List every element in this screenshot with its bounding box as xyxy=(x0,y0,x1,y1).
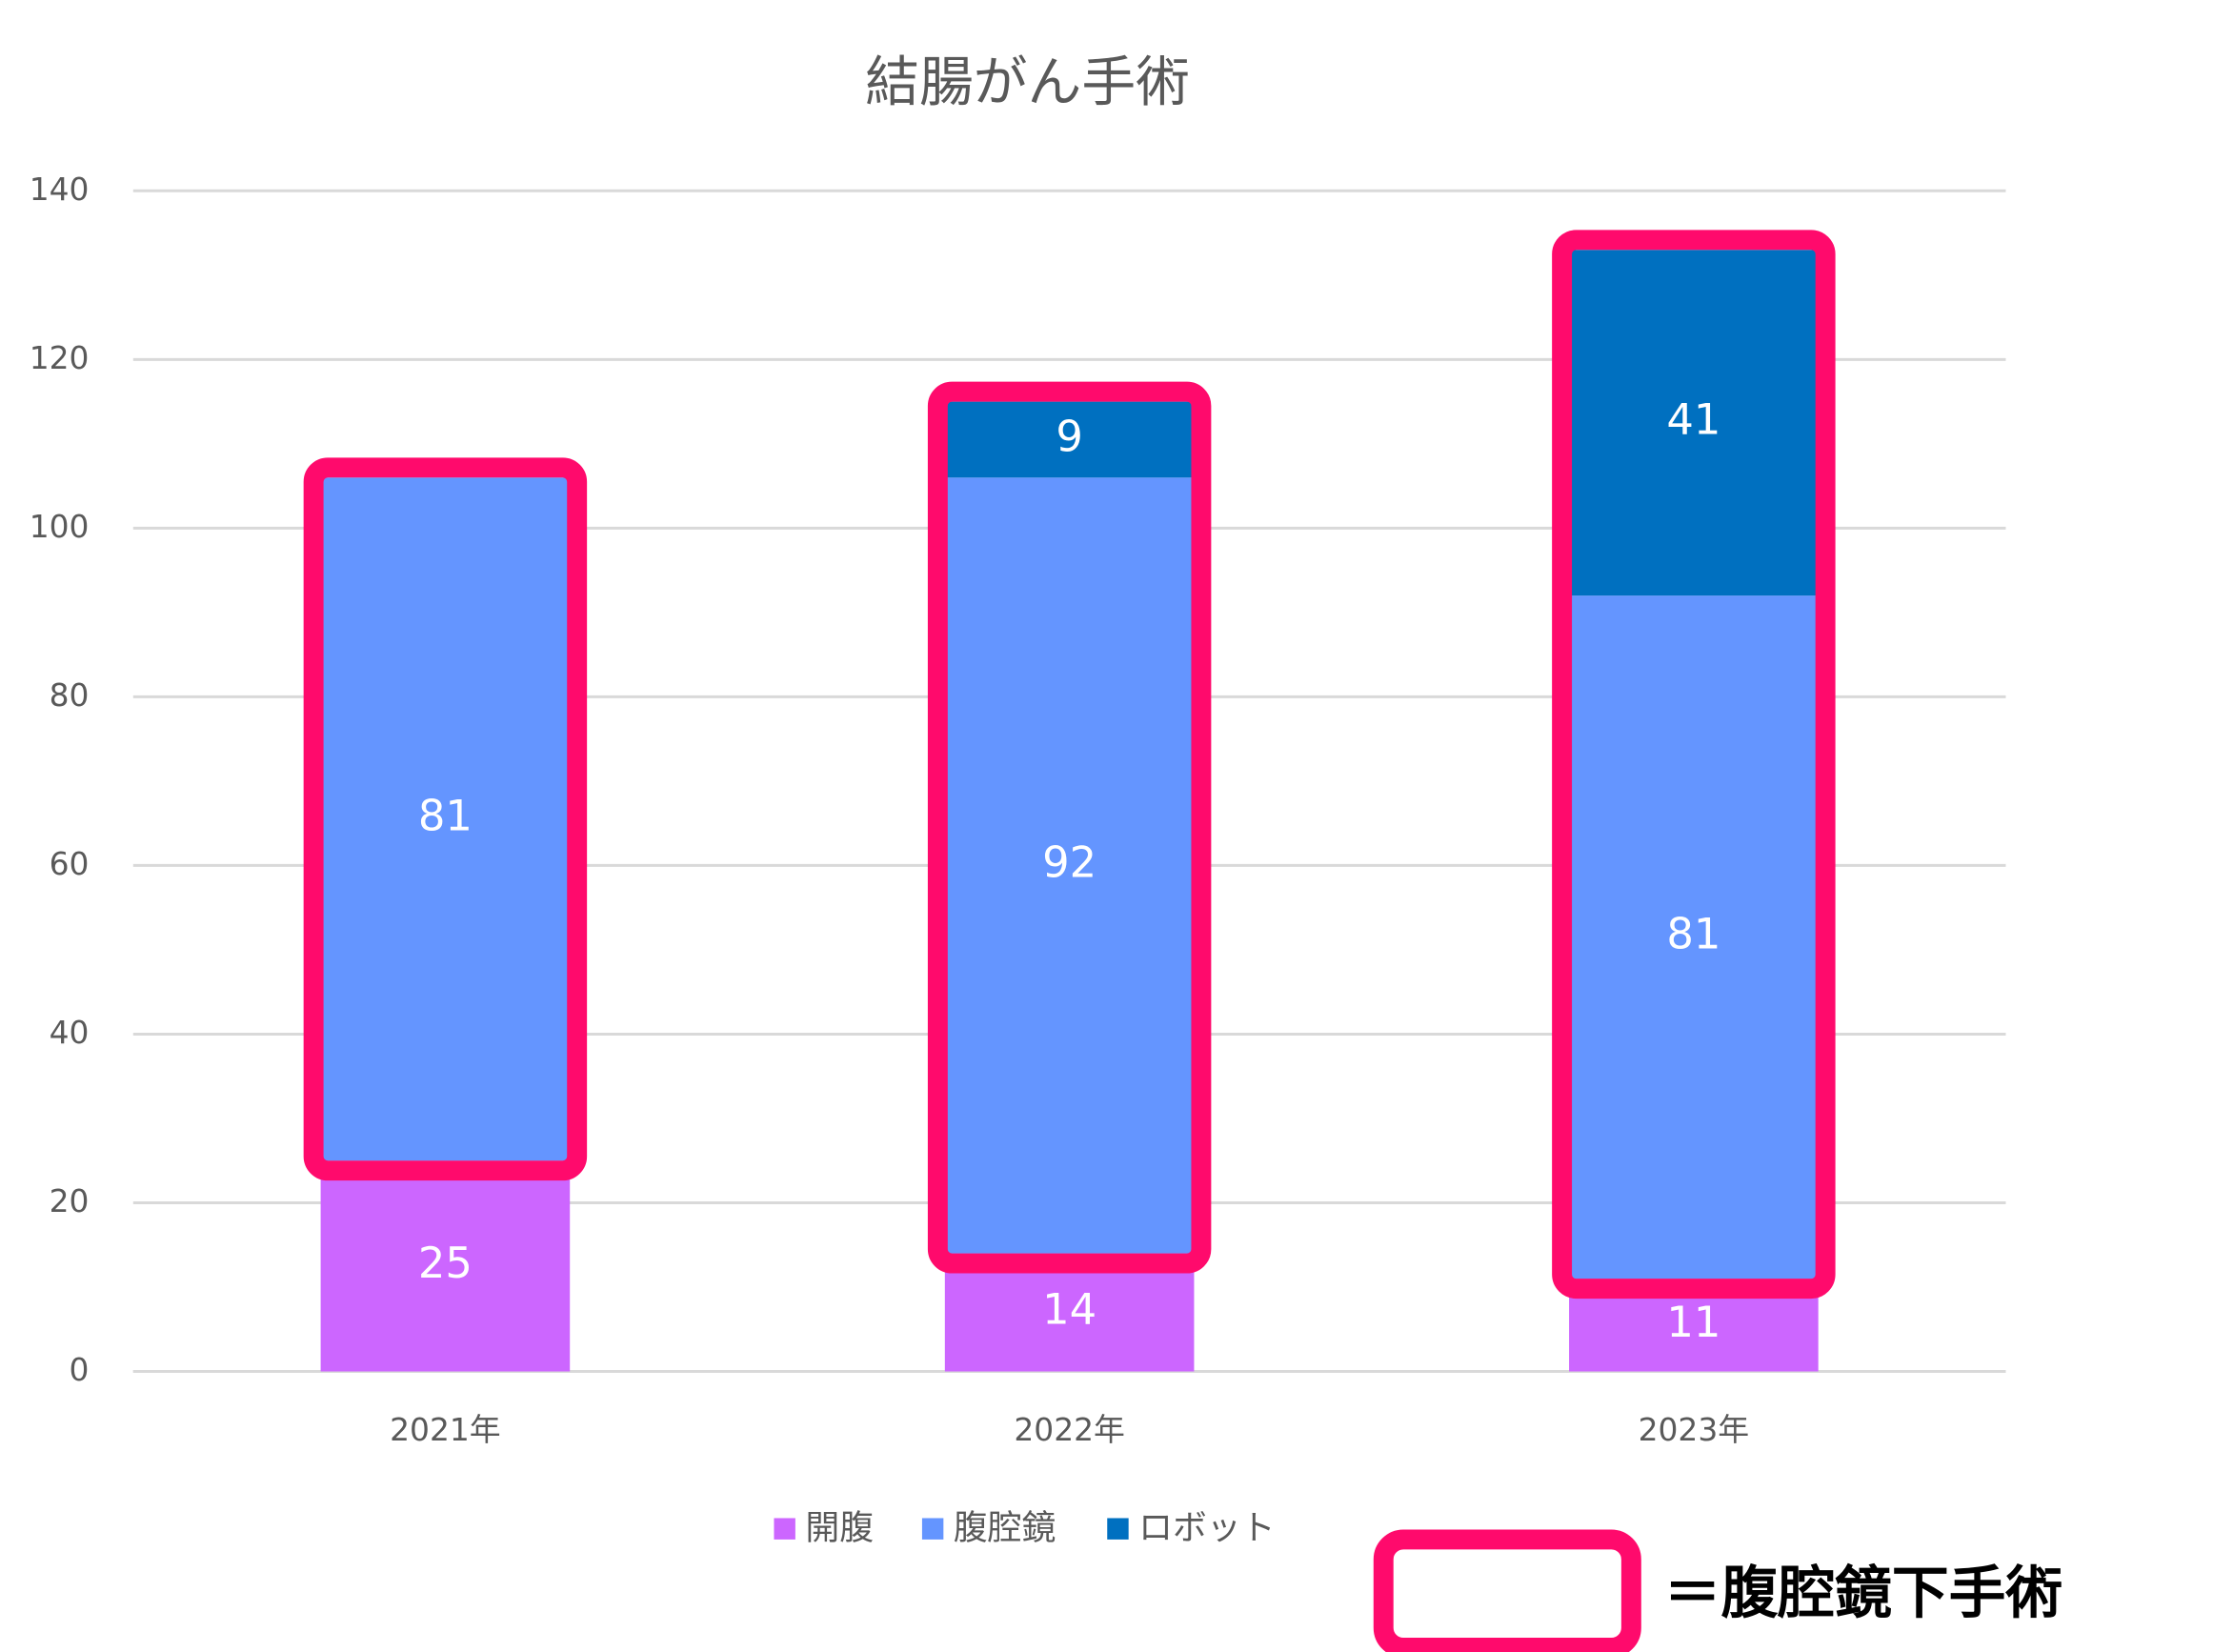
y-tick-label: 120 xyxy=(30,339,90,376)
y-tick-label: 140 xyxy=(30,171,90,208)
bar-segment xyxy=(320,477,571,1161)
x-tick-label: 2023年 xyxy=(1639,1411,1750,1448)
bar-segment xyxy=(320,1160,571,1372)
data-label: 81 xyxy=(1666,909,1720,959)
y-tick-label: 60 xyxy=(50,845,90,882)
legend-label: 開腹 xyxy=(805,1508,874,1547)
legend-label: ロボット xyxy=(1138,1508,1275,1547)
highlight-box xyxy=(1552,230,1836,1299)
y-tick-label: 40 xyxy=(50,1014,90,1051)
bar-segment xyxy=(944,477,1195,1254)
data-label: 14 xyxy=(1042,1284,1096,1335)
x-tick-label: 2022年 xyxy=(1014,1411,1125,1448)
bar-segment xyxy=(1569,250,1819,596)
data-label: 9 xyxy=(1056,411,1083,461)
highlight-legend-box xyxy=(1373,1529,1641,1652)
chart-title: 結腸がん手術 xyxy=(865,50,1190,113)
highlight-box xyxy=(303,457,588,1181)
legend-swatch xyxy=(774,1518,795,1540)
highlight-box xyxy=(927,381,1212,1274)
legend-swatch xyxy=(1107,1518,1129,1540)
data-label: 25 xyxy=(418,1238,473,1288)
y-tick-label: 100 xyxy=(30,508,90,545)
data-label: 92 xyxy=(1042,836,1096,887)
highlight-legend-label: ＝腹腔鏡下手術 xyxy=(1664,1561,2062,1626)
x-tick-label: 2021年 xyxy=(390,1411,501,1448)
legend-swatch xyxy=(921,1518,944,1540)
data-label: 11 xyxy=(1666,1297,1720,1347)
y-tick-label: 0 xyxy=(70,1351,90,1388)
bar-segment xyxy=(944,401,1195,478)
data-label: 81 xyxy=(418,791,473,841)
bar-segment xyxy=(1569,595,1819,1279)
data-label: 41 xyxy=(1666,394,1720,445)
y-tick-label: 20 xyxy=(50,1182,90,1219)
y-tick-label: 80 xyxy=(50,676,90,714)
legend-label: 腹腔鏡 xyxy=(954,1508,1056,1547)
